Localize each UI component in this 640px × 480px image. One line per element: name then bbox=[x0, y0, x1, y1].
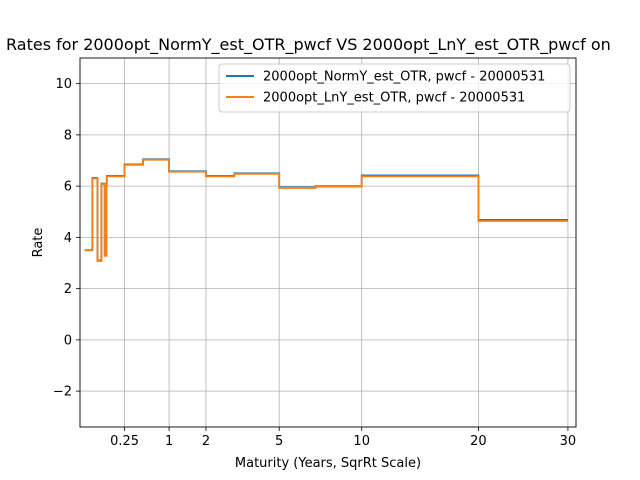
x-tick-label: 10 bbox=[353, 434, 370, 449]
y-axis-ticks: −2 0 2 4 6 8 10 bbox=[53, 77, 80, 400]
y-axis-label: Rate bbox=[31, 228, 46, 258]
series-lines bbox=[84, 158, 568, 262]
x-tick-label: 1 bbox=[165, 434, 173, 449]
y-tick-label: −2 bbox=[53, 385, 72, 400]
chart-title: Rates for 2000opt_NormY_est_OTR_pwcf VS … bbox=[6, 35, 611, 55]
x-tick-label: 20 bbox=[470, 434, 487, 449]
y-tick-label: 8 bbox=[64, 128, 72, 143]
x-axis-ticks: 0.25 1 2 5 10 20 30 bbox=[110, 427, 576, 449]
plot-frame bbox=[79, 57, 577, 428]
legend-entry-normy: 2000opt_NormY_est_OTR, pwcf - 20000531 bbox=[263, 70, 545, 85]
x-tick-label: 30 bbox=[560, 434, 577, 449]
x-tick-label: 0.25 bbox=[110, 434, 139, 449]
legend-box bbox=[218, 63, 571, 113]
x-tick-label: 5 bbox=[275, 434, 283, 449]
x-tick-label: 2 bbox=[202, 434, 210, 449]
legend-entry-lny: 2000opt_LnY_est_OTR, pwcf - 20000531 bbox=[263, 91, 525, 106]
series-line-lny bbox=[84, 158, 568, 262]
y-tick-label: 0 bbox=[64, 333, 72, 348]
y-tick-label: 6 bbox=[64, 180, 72, 195]
x-axis-label: Maturity (Years, SqrRt Scale) bbox=[235, 456, 421, 471]
y-tick-label: 4 bbox=[64, 231, 72, 246]
legend: 2000opt_NormY_est_OTR, pwcf - 20000531 2… bbox=[218, 63, 571, 113]
y-tick-label: 2 bbox=[64, 282, 72, 297]
y-tick-label: 10 bbox=[55, 77, 72, 92]
